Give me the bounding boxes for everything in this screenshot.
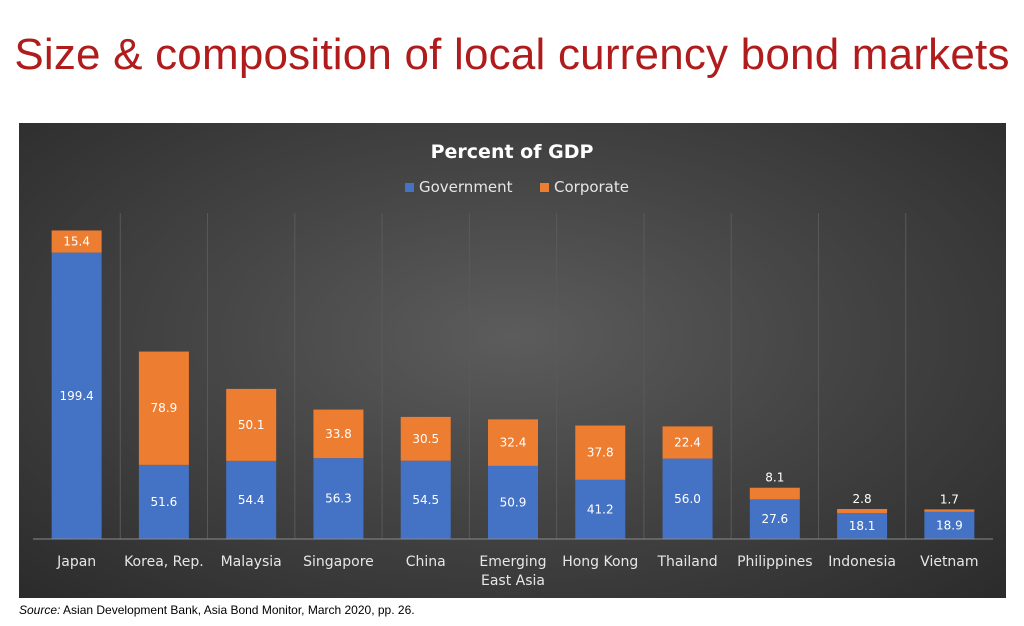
bar-government: [837, 513, 888, 539]
bars: [51, 230, 975, 539]
legend: Government Corporate: [405, 178, 629, 196]
x-tick-label: Singapore: [303, 554, 374, 570]
bar-government: [51, 252, 102, 539]
bar-corporate: [313, 409, 364, 459]
x-tick-label: Emerging East Asia: [479, 554, 546, 589]
bar-government: [924, 511, 975, 539]
legend-label-corporate: Corporate: [554, 178, 629, 196]
data-label-government: 27.6: [761, 512, 788, 526]
data-label-government: 54.5: [412, 493, 439, 507]
bar-government: [138, 464, 189, 539]
bar-government: [488, 465, 538, 539]
bar-corporate: [138, 351, 189, 465]
data-label-corporate: 1.7: [940, 492, 959, 506]
data-label-government: 41.2: [587, 502, 614, 516]
x-tick-label: Korea, Rep.: [124, 554, 204, 570]
gridlines: [119, 213, 907, 539]
legend-label-government: Government: [419, 178, 513, 196]
bar-government: [575, 479, 626, 539]
bar-corporate: [749, 487, 800, 500]
source-text: Asian Development Bank, Asia Bond Monito…: [60, 603, 415, 617]
x-tick-label: Indonesia: [828, 554, 896, 570]
bar-corporate: [924, 509, 975, 512]
data-label-corporate: 78.9: [151, 401, 178, 415]
data-label-government: 56.3: [325, 492, 352, 506]
data-label-corporate: 8.1: [765, 471, 784, 485]
x-tick-label: Thailand: [656, 554, 717, 570]
bar-corporate: [51, 230, 102, 253]
data-label-government: 51.6: [151, 495, 178, 509]
x-tick-label: Vietnam: [920, 554, 978, 570]
chart-panel: Percent of GDP Government Corporate 199.4…: [19, 123, 1006, 598]
bar-corporate: [662, 426, 713, 459]
legend-swatch-corporate: [540, 183, 549, 192]
data-label-government: 56.0: [674, 492, 701, 506]
bar-corporate: [226, 388, 277, 461]
bar-government: [662, 458, 713, 539]
data-label-corporate: 30.5: [412, 432, 439, 446]
data-label-corporate: 33.8: [325, 427, 352, 441]
data-label-corporate: 15.4: [63, 235, 90, 249]
chart-title: Percent of GDP: [431, 141, 594, 163]
bar-corporate: [400, 416, 451, 461]
data-label-government: 54.4: [238, 493, 265, 507]
slide-title: Size & composition of local currency bon…: [14, 30, 1010, 79]
x-tick-label: Malaysia: [221, 554, 282, 570]
legend-swatch-government: [405, 183, 414, 192]
data-label-corporate: 22.4: [674, 435, 701, 449]
source-label: Source:: [19, 603, 61, 617]
x-tick-label: China: [406, 554, 446, 570]
x-tick-label: Hong Kong: [562, 554, 638, 570]
bar-corporate: [837, 508, 888, 514]
data-label-corporate: 32.4: [500, 436, 527, 450]
bar-government: [226, 460, 277, 539]
source-note: Source: Asian Development Bank, Asia Bon…: [19, 603, 415, 617]
data-label-corporate: 37.8: [587, 446, 614, 460]
data-label-government: 18.1: [849, 519, 876, 533]
data-label-corporate: 2.8: [853, 492, 872, 506]
data-label-government: 50.9: [500, 495, 527, 509]
bar-government: [400, 460, 451, 539]
data-label-government: 199.4: [59, 389, 93, 403]
x-axis: Japan Korea, Rep. Malaysia Singapore China Em…: [33, 538, 993, 589]
bar-government: [749, 499, 800, 539]
bar-government: [313, 458, 364, 539]
bar-corporate: [575, 425, 626, 480]
x-tick-label: Philippines: [737, 554, 812, 570]
bar-labels: 199.4 15.4 51.6 78.9 54.4 50.1 56.3 33.8 54.5 30.…: [59, 235, 962, 533]
stacked-bar-chart: Percent of GDP Government Corporate 199.4…: [33, 141, 993, 589]
bar-corporate: [488, 419, 538, 466]
x-tick-label: Japan: [56, 554, 96, 570]
data-label-government: 18.9: [936, 518, 963, 532]
data-label-corporate: 50.1: [238, 418, 265, 432]
